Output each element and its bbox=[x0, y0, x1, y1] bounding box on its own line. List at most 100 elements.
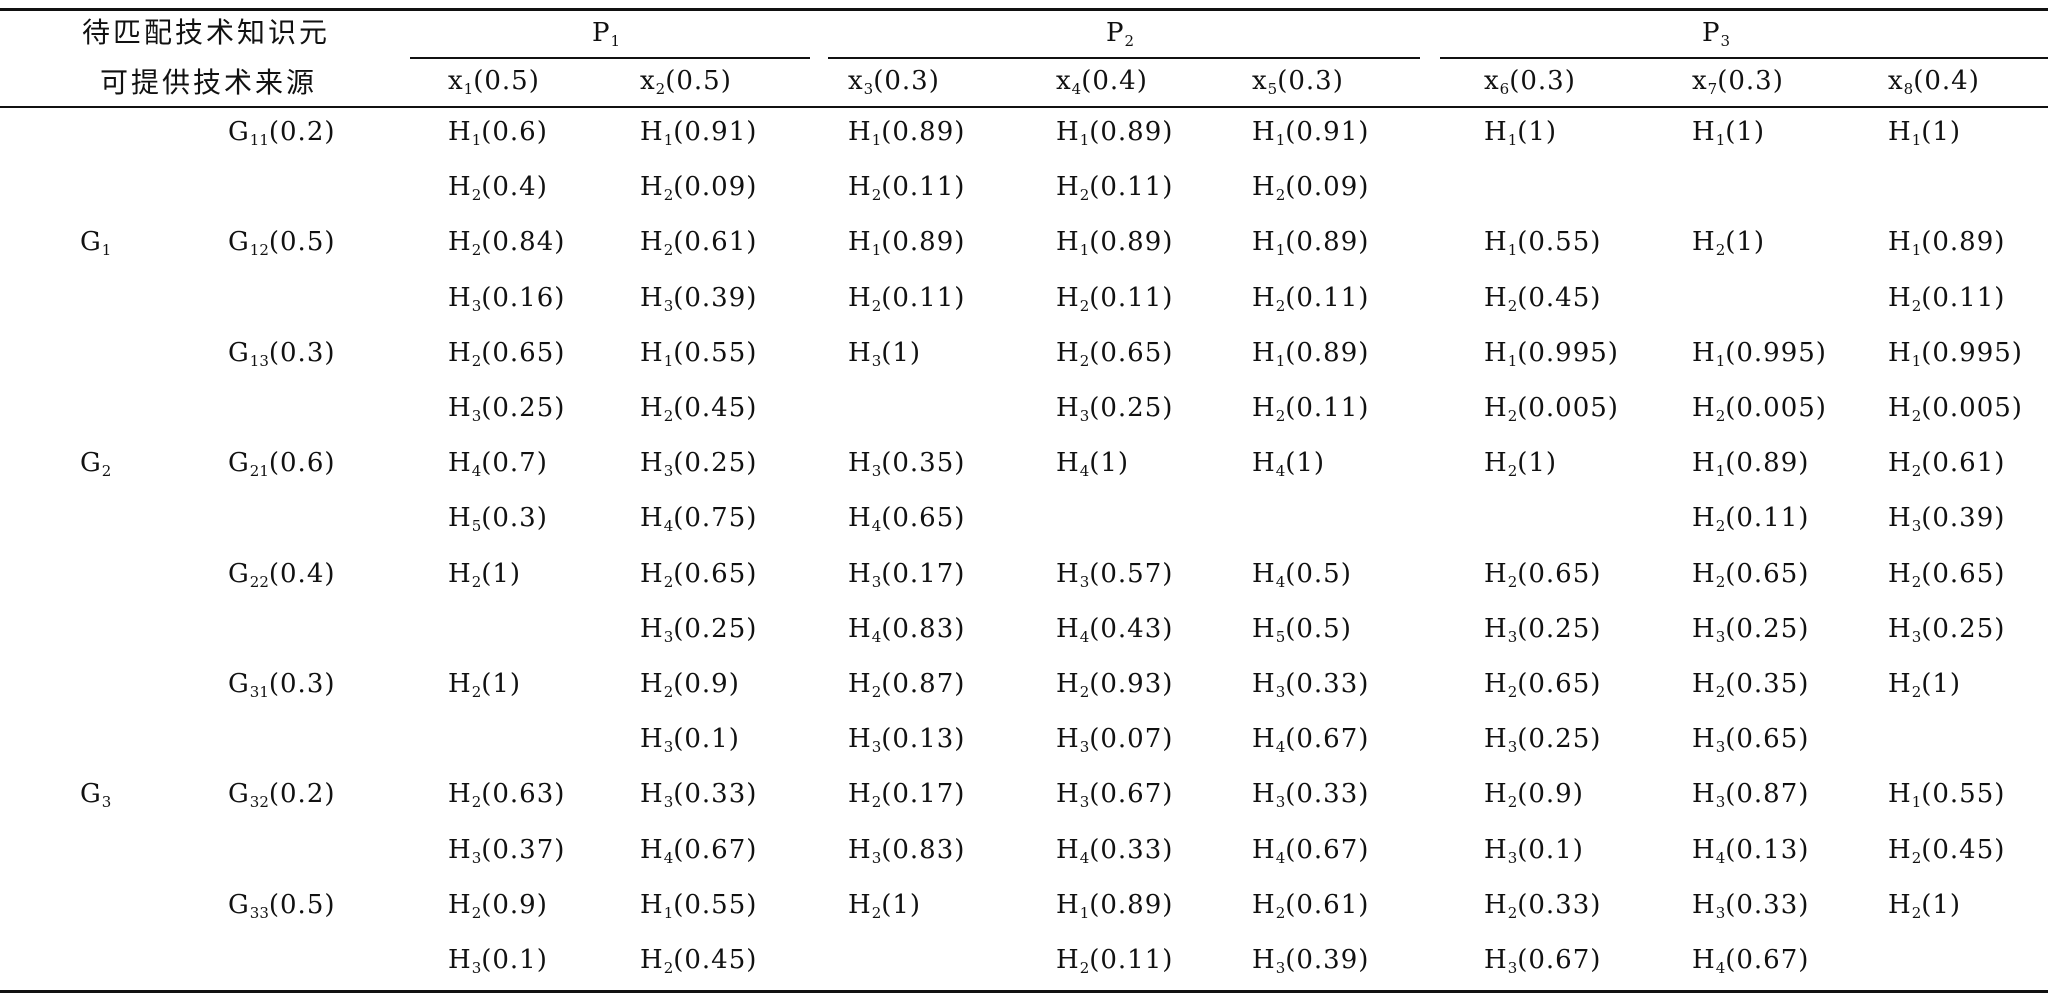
table-cell: H4(0.5) bbox=[1252, 559, 1352, 591]
table-cell: H3(0.39) bbox=[640, 283, 758, 315]
table-cell: H3(0.33) bbox=[1252, 669, 1370, 701]
table-cell: H4(0.67) bbox=[640, 835, 758, 867]
table-cell: H3(0.25) bbox=[1056, 393, 1174, 425]
table-cell: H2(0.9) bbox=[1484, 779, 1584, 811]
table-cell: H2(0.11) bbox=[1056, 945, 1174, 977]
group-header-p2: P2 bbox=[1106, 18, 1135, 50]
table-cell: H1(0.89) bbox=[1056, 227, 1174, 259]
table-cell: H4(0.13) bbox=[1692, 835, 1810, 867]
column-header-x3: x3(0.3) bbox=[848, 66, 940, 98]
table-cell: H2(0.35) bbox=[1692, 669, 1810, 701]
table-cell: H3(0.07) bbox=[1056, 724, 1174, 756]
table-cell: H3(0.1) bbox=[1484, 835, 1584, 867]
table-cell: H3(0.33) bbox=[1692, 890, 1810, 922]
table-cell: H2(0.65) bbox=[1484, 669, 1602, 701]
table-cell: H3(0.25) bbox=[640, 614, 758, 646]
table-cell: H2(0.005) bbox=[1692, 393, 1827, 425]
group-label: G3 bbox=[80, 779, 112, 811]
table-cell: H3(0.13) bbox=[848, 724, 966, 756]
table-cell: H2(0.9) bbox=[640, 669, 740, 701]
subgroup-label: G31(0.3) bbox=[228, 669, 336, 701]
column-header-x6: x6(0.3) bbox=[1484, 66, 1576, 98]
table-cell: H2(0.11) bbox=[1888, 283, 2006, 315]
subgroup-label: G21(0.6) bbox=[228, 448, 336, 480]
table-cell: H1(0.55) bbox=[1484, 227, 1602, 259]
table-cell: H2(0.61) bbox=[640, 227, 758, 259]
subgroup-label: G22(0.4) bbox=[228, 559, 336, 591]
table-cell: H4(0.43) bbox=[1056, 614, 1174, 646]
table-cell: H3(1) bbox=[848, 338, 922, 370]
table-cell: H2(0.11) bbox=[1056, 283, 1174, 315]
table-cell: H4(0.75) bbox=[640, 503, 758, 535]
table-cell: H1(0.995) bbox=[1888, 338, 2023, 370]
group-label: G2 bbox=[80, 448, 112, 480]
table-cell: H2(0.17) bbox=[848, 779, 966, 811]
table-cell: H3(0.35) bbox=[848, 448, 966, 480]
top-rule bbox=[0, 8, 2048, 11]
table-cell: H3(0.67) bbox=[1484, 945, 1602, 977]
table-cell: H2(0.45) bbox=[640, 393, 758, 425]
table-cell: H2(0.11) bbox=[1692, 503, 1810, 535]
group-label: G1 bbox=[80, 227, 112, 259]
table-cell: H3(0.25) bbox=[1484, 614, 1602, 646]
table-cell: H3(0.39) bbox=[1888, 503, 2006, 535]
table-cell: H2(0.11) bbox=[848, 172, 966, 204]
table-cell: H3(0.39) bbox=[1252, 945, 1370, 977]
table-cell: H2(0.11) bbox=[1252, 393, 1370, 425]
stub-header-line2: 可提供技术来源 bbox=[100, 66, 318, 99]
table-cell: H2(1) bbox=[448, 559, 522, 591]
table-cell: H2(0.65) bbox=[1056, 338, 1174, 370]
group-underline-p2 bbox=[828, 57, 1420, 59]
table-cell: H5(0.3) bbox=[448, 503, 548, 535]
table-cell: H2(0.63) bbox=[448, 779, 566, 811]
table-cell: H2(0.005) bbox=[1484, 393, 1619, 425]
table-cell: H2(0.11) bbox=[1056, 172, 1174, 204]
table-cell: H2(0.65) bbox=[1888, 559, 2006, 591]
table-cell: H2(0.65) bbox=[640, 559, 758, 591]
table-cell: H1(0.89) bbox=[848, 227, 966, 259]
table-cell: H2(1) bbox=[1888, 669, 1962, 701]
table-cell: H2(1) bbox=[1692, 227, 1766, 259]
table-cell: H2(0.9) bbox=[448, 890, 548, 922]
table-cell: H1(0.55) bbox=[640, 890, 758, 922]
table-cell: H3(0.83) bbox=[848, 835, 966, 867]
subgroup-label: G13(0.3) bbox=[228, 338, 336, 370]
table-cell: H4(0.67) bbox=[1252, 724, 1370, 756]
table-cell: H1(0.89) bbox=[1056, 890, 1174, 922]
table-cell: H3(0.16) bbox=[448, 283, 566, 315]
table-cell: H3(0.1) bbox=[448, 945, 548, 977]
table-cell: H4(0.67) bbox=[1692, 945, 1810, 977]
stub-header-line1: 待匹配技术知识元 bbox=[82, 16, 331, 49]
column-header-x2: x2(0.5) bbox=[640, 66, 732, 98]
group-header-p3: P3 bbox=[1702, 18, 1731, 50]
header-rule bbox=[0, 106, 2048, 108]
table-cell: H1(0.91) bbox=[640, 117, 758, 149]
table-cell: H3(0.57) bbox=[1056, 559, 1174, 591]
group-underline-p1 bbox=[410, 57, 810, 59]
table-cell: H1(0.89) bbox=[1692, 448, 1810, 480]
table-cell: H2(0.005) bbox=[1888, 393, 2023, 425]
group-underline-p3 bbox=[1440, 57, 2048, 59]
table-cell: H4(0.33) bbox=[1056, 835, 1174, 867]
bottom-rule bbox=[0, 990, 2048, 993]
table-cell: H3(0.33) bbox=[640, 779, 758, 811]
table-cell: H3(0.87) bbox=[1692, 779, 1810, 811]
table-cell: H2(1) bbox=[848, 890, 922, 922]
table-cell: H4(0.83) bbox=[848, 614, 966, 646]
table-cell: H2(0.45) bbox=[640, 945, 758, 977]
table-cell: H2(0.65) bbox=[1484, 559, 1602, 591]
table-cell: H1(0.995) bbox=[1692, 338, 1827, 370]
column-header-x7: x7(0.3) bbox=[1692, 66, 1784, 98]
column-header-x4: x4(0.4) bbox=[1056, 66, 1148, 98]
table-cell: H2(0.45) bbox=[1888, 835, 2006, 867]
table-cell: H4(1) bbox=[1252, 448, 1326, 480]
table-cell: H1(0.55) bbox=[640, 338, 758, 370]
table-cell: H4(0.65) bbox=[848, 503, 966, 535]
subgroup-label: G32(0.2) bbox=[228, 779, 336, 811]
table-cell: H4(0.67) bbox=[1252, 835, 1370, 867]
table-cell: H1(1) bbox=[1484, 117, 1558, 149]
table-cell: H1(0.6) bbox=[448, 117, 548, 149]
table-cell: H1(0.89) bbox=[1252, 227, 1370, 259]
column-header-x8: x8(0.4) bbox=[1888, 66, 1980, 98]
